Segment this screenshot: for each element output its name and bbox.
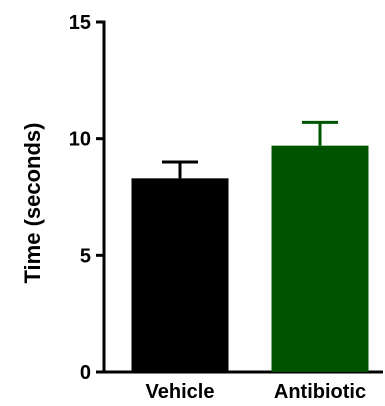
y-tick-label: 10	[69, 129, 91, 151]
x-tick-labels: Vehicle Antibiotic	[146, 381, 367, 403]
y-tick-label: 0	[80, 362, 91, 384]
error-bars	[162, 120, 338, 179]
y-ticks: 0 5 10 15	[69, 12, 104, 384]
y-tick-label: 15	[69, 12, 91, 34]
bar-vehicle	[131, 178, 229, 372]
y-tick-label: 5	[80, 245, 91, 267]
x-tick-label-antibiotic: Antibiotic	[274, 381, 366, 403]
y-axis-label: Time (seconds)	[20, 123, 45, 284]
bar-antibiotic	[271, 145, 369, 372]
x-tick-label-vehicle: Vehicle	[146, 381, 215, 403]
bars	[131, 145, 369, 372]
